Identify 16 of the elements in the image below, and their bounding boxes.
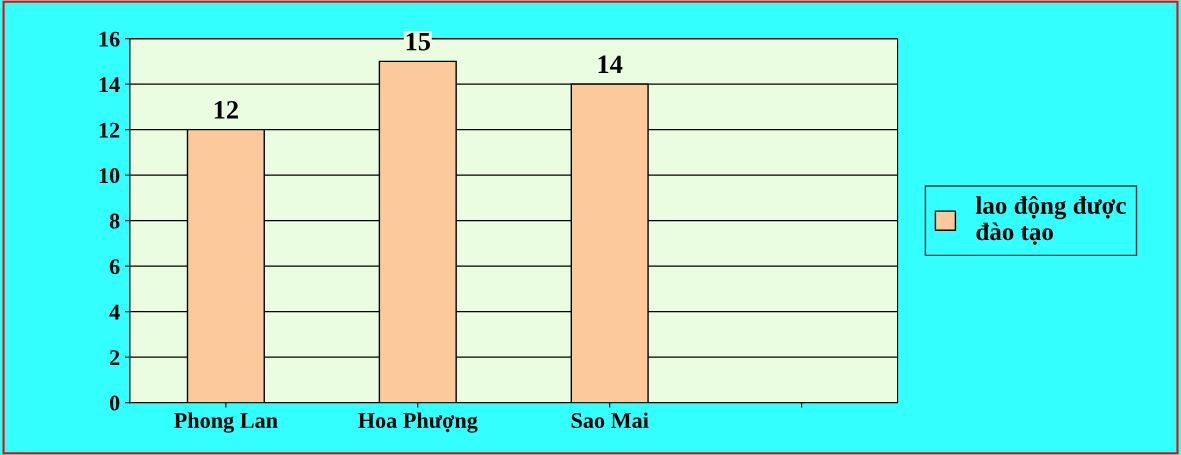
data-label: 12 [214,101,238,119]
legend-label: lao động được đào tạo [975,196,1126,245]
y-tick-label: 14 [99,77,120,92]
data-label: 14 [598,55,623,73]
y-tick-label: 4 [109,304,120,320]
x-tick-label: Phong Lan [174,412,278,433]
data-label: 15 [406,32,431,51]
y-tick-label: 16 [99,31,120,47]
y-tick-label: 2 [110,350,120,365]
x-tick-label: Hoa Phượng [358,412,478,433]
y-tick-label: 10 [99,168,120,184]
x-tick-label: Sao Mai [571,412,649,429]
y-tick-label: 8 [109,213,120,229]
y-tick-label: 12 [99,122,120,138]
y-tick-label: 0 [109,395,120,411]
y-tick-label: 6 [109,259,120,275]
